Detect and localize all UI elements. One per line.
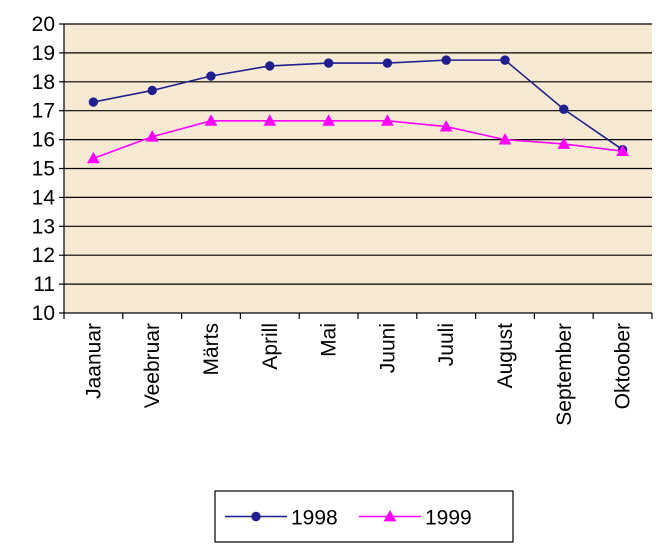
y-tick-label: 11 [33, 273, 55, 296]
data-point-1999 [204, 114, 218, 126]
x-tick-label: Oktoober [612, 323, 635, 409]
y-tick-label: 16 [32, 129, 55, 152]
y-tick-label: 17 [32, 100, 55, 123]
data-point-1998 [88, 97, 99, 107]
data-point-1999 [322, 114, 335, 126]
series-line-1998 [93, 59, 624, 151]
legend-label-1998: 1998 [291, 507, 338, 530]
data-point-1998 [206, 71, 216, 81]
legend-marker-1998 [251, 511, 261, 522]
series-line-1999 [93, 120, 623, 160]
data-point-1999 [498, 133, 512, 145]
data-point-1998 [382, 58, 393, 68]
x-tick-label: September [553, 323, 576, 426]
y-tick-label: 19 [32, 42, 55, 65]
legend-marker-1999 [383, 509, 397, 522]
y-tick-label: 15 [32, 158, 55, 181]
x-tick-label: Juuli [435, 323, 458, 366]
data-point-1999 [557, 137, 571, 149]
data-point-1998 [559, 104, 569, 114]
data-point-1998 [441, 55, 451, 65]
y-tick-label: 18 [32, 71, 55, 94]
data-point-1999 [263, 114, 277, 126]
data-point-1999 [145, 130, 159, 142]
data-point-1998 [323, 58, 334, 68]
x-tick-label: Jaanuar [82, 323, 105, 399]
y-tick-label: 10 [32, 302, 55, 325]
data-point-1998 [147, 85, 157, 96]
x-tick-label: Märts [200, 323, 223, 376]
data-point-1999 [381, 114, 394, 126]
x-tick-label: Veebruar [141, 323, 164, 408]
legend-label-1999: 1999 [425, 507, 472, 530]
x-tick-label: Juuni [376, 323, 399, 373]
data-point-1998 [265, 61, 275, 71]
data-point-1998 [500, 55, 510, 65]
x-tick-label: August [494, 323, 517, 389]
x-tick-label: Aprill [259, 323, 282, 370]
y-tick-label: 14 [32, 186, 56, 209]
y-tick-label: 12 [32, 244, 55, 267]
y-tick-label: 13 [32, 215, 55, 238]
data-point-1999 [439, 120, 453, 132]
x-tick-label: Mai [318, 323, 341, 357]
data-point-1999 [616, 144, 629, 157]
y-tick-label: 20 [32, 13, 55, 36]
data-point-1999 [87, 151, 100, 164]
